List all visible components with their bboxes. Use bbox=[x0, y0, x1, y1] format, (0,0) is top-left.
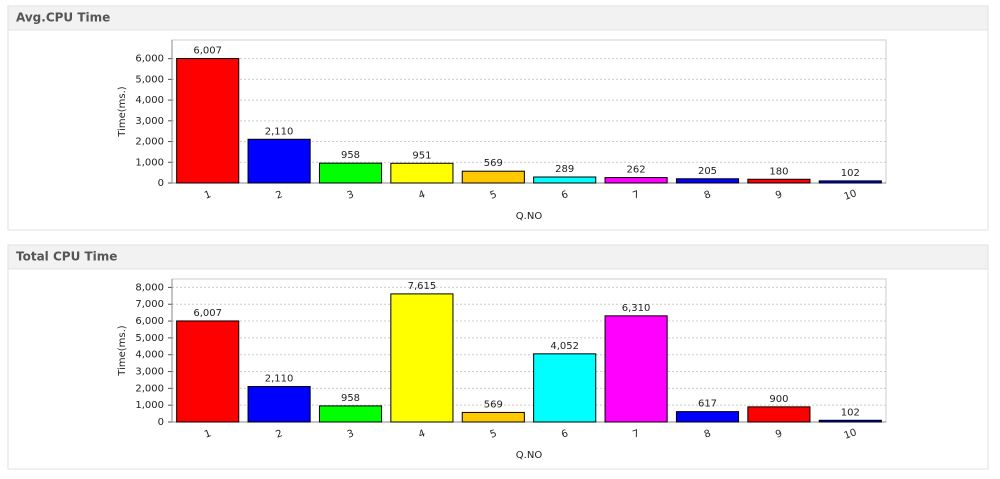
y-tick-label: 8,000 bbox=[135, 282, 164, 293]
value-label: 958 bbox=[341, 150, 360, 161]
y-tick-label: 6,000 bbox=[135, 54, 164, 65]
bar bbox=[675, 178, 740, 184]
x-tick-label: 3 bbox=[346, 428, 356, 441]
bar bbox=[675, 411, 740, 423]
bar bbox=[461, 411, 525, 423]
x-tick-label: 1 bbox=[203, 428, 213, 441]
x-tick-label: 7 bbox=[631, 428, 641, 441]
value-label: 951 bbox=[412, 150, 431, 161]
y-tick-label: 4,000 bbox=[135, 350, 164, 361]
value-label: 205 bbox=[698, 166, 717, 177]
value-label: 102 bbox=[841, 168, 860, 179]
y-tick-label: 2,000 bbox=[135, 383, 164, 394]
y-tick-label: 4,000 bbox=[135, 95, 164, 106]
bar bbox=[176, 58, 240, 184]
bar bbox=[461, 170, 525, 184]
value-label: 289 bbox=[555, 164, 574, 175]
bar bbox=[390, 162, 454, 184]
x-tick-label: 10 bbox=[843, 427, 859, 442]
y-tick-label: 0 bbox=[158, 417, 164, 428]
y-tick-label: 6,000 bbox=[135, 316, 164, 327]
value-label: 6,310 bbox=[622, 303, 651, 314]
y-tick-label: 5,000 bbox=[135, 333, 164, 344]
y-axis-label: Time(ms.) bbox=[117, 86, 128, 138]
y-tick-label: 5,000 bbox=[135, 74, 164, 85]
y-tick-label: 2,000 bbox=[135, 137, 164, 148]
x-tick-label: 10 bbox=[843, 188, 859, 203]
bar bbox=[747, 406, 811, 423]
y-tick-label: 3,000 bbox=[135, 116, 164, 127]
x-tick-label: 1 bbox=[203, 189, 213, 202]
y-axis-label: Time(ms.) bbox=[117, 325, 128, 377]
x-tick-label: 2 bbox=[274, 189, 284, 202]
bar bbox=[176, 320, 240, 423]
bar bbox=[533, 353, 597, 423]
value-label: 2,110 bbox=[265, 126, 294, 137]
x-tick-label: 4 bbox=[417, 189, 427, 202]
x-tick-label: 4 bbox=[417, 428, 427, 441]
bar bbox=[390, 293, 454, 423]
value-label: 102 bbox=[841, 407, 860, 418]
x-axis-label: Q.NO bbox=[516, 450, 543, 461]
x-tick-label: 2 bbox=[274, 428, 284, 441]
x-tick-label: 8 bbox=[703, 189, 713, 202]
x-tick-label: 6 bbox=[560, 428, 570, 441]
value-label: 262 bbox=[627, 165, 646, 176]
x-tick-label: 5 bbox=[489, 428, 499, 441]
value-label: 6,007 bbox=[193, 308, 222, 319]
bar bbox=[247, 138, 311, 184]
bar bbox=[318, 162, 383, 184]
bar bbox=[533, 176, 597, 184]
value-label: 2,110 bbox=[265, 374, 294, 385]
bar bbox=[604, 315, 668, 423]
value-label: 958 bbox=[341, 393, 360, 404]
value-label: 7,615 bbox=[408, 281, 437, 292]
x-tick-label: 9 bbox=[774, 428, 784, 441]
x-tick-label: 5 bbox=[489, 189, 499, 202]
bar bbox=[247, 386, 311, 423]
bar bbox=[604, 177, 668, 184]
x-tick-label: 7 bbox=[631, 189, 641, 202]
x-tick-label: 8 bbox=[703, 428, 713, 441]
bar bbox=[318, 405, 383, 423]
bar bbox=[818, 180, 882, 184]
y-tick-label: 7,000 bbox=[135, 299, 164, 310]
panel-header bbox=[7, 5, 989, 31]
value-label: 180 bbox=[769, 166, 788, 177]
y-tick-label: 0 bbox=[158, 178, 164, 189]
x-tick-label: 3 bbox=[346, 189, 356, 202]
x-tick-label: 6 bbox=[560, 189, 570, 202]
value-label: 569 bbox=[484, 399, 503, 410]
y-tick-label: 1,000 bbox=[135, 400, 164, 411]
x-tick-label: 9 bbox=[774, 189, 784, 202]
x-axis-label: Q.NO bbox=[516, 211, 543, 222]
value-label: 4,052 bbox=[550, 341, 579, 352]
panel-title: Total CPU Time bbox=[16, 250, 117, 264]
panel-title: Avg.CPU Time bbox=[16, 11, 110, 25]
value-label: 617 bbox=[698, 399, 717, 410]
value-label: 6,007 bbox=[193, 46, 222, 57]
bar bbox=[818, 419, 882, 423]
panel-header bbox=[7, 244, 989, 270]
value-label: 900 bbox=[769, 394, 788, 405]
y-tick-label: 1,000 bbox=[135, 157, 164, 168]
y-tick-label: 3,000 bbox=[135, 367, 164, 378]
value-label: 569 bbox=[484, 158, 503, 169]
bar bbox=[747, 178, 811, 184]
